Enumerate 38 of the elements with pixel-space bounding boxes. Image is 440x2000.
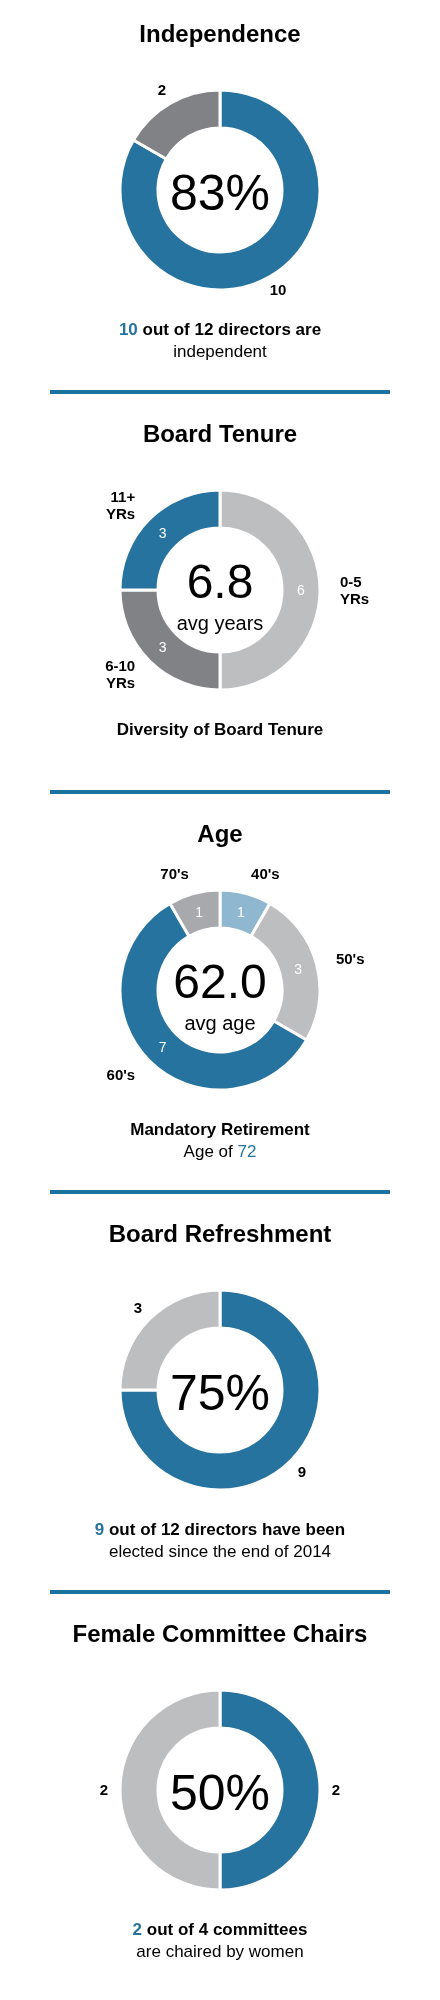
chart-title: Board Refreshment xyxy=(108,1220,332,1247)
text: 83% xyxy=(169,165,271,221)
slice-label: 0-5 YRs xyxy=(340,572,370,607)
chart-title: Age xyxy=(197,820,243,847)
text: Diversity of Board Tenure xyxy=(116,720,324,739)
data-label: 6 xyxy=(297,582,306,598)
text: 50% xyxy=(169,1765,271,1821)
data-label: 1 xyxy=(195,903,204,920)
text: avg years xyxy=(176,612,264,634)
text: 75% xyxy=(169,1365,271,1421)
data-label: 3 xyxy=(294,961,303,978)
data-label: 9 xyxy=(297,1463,307,1481)
text: avg age xyxy=(184,1012,256,1034)
chart-title: Board Tenure xyxy=(142,420,298,447)
slice-label: 6-10 YRs xyxy=(105,657,136,692)
slice-label: 60's xyxy=(106,1065,136,1083)
data-label: 3 xyxy=(158,639,167,656)
text: 62.0 xyxy=(173,955,267,1008)
data-label: 10 xyxy=(269,281,287,299)
data-label: 2 xyxy=(99,1781,109,1798)
data-label: 2 xyxy=(157,80,167,98)
donut-slice xyxy=(118,1288,322,1492)
data-label: 2 xyxy=(331,1781,341,1798)
slice-label: 70's xyxy=(160,865,189,883)
text: Mandatory Retirement Age of 72 xyxy=(130,1120,311,1161)
chart-title: Independence xyxy=(139,20,301,47)
chart-title: Female Committee Chairs xyxy=(72,1620,368,1647)
data-label: 1 xyxy=(237,903,246,920)
data-label: 7 xyxy=(158,1039,167,1056)
data-label: 3 xyxy=(133,1298,143,1316)
data-label: 3 xyxy=(158,524,167,541)
text: 2 out of 4 committees are chaired by women xyxy=(132,1920,308,1961)
text: 10 out of 12 directors are independent xyxy=(118,320,322,361)
text: 6.8 xyxy=(186,555,254,608)
slice-label: 50's xyxy=(335,949,365,967)
slice-label: 40's xyxy=(251,865,280,883)
slice-label: 11+ YRs xyxy=(105,487,136,522)
text: 9 out of 12 directors have been elected since the end of 2014 xyxy=(94,1520,346,1561)
